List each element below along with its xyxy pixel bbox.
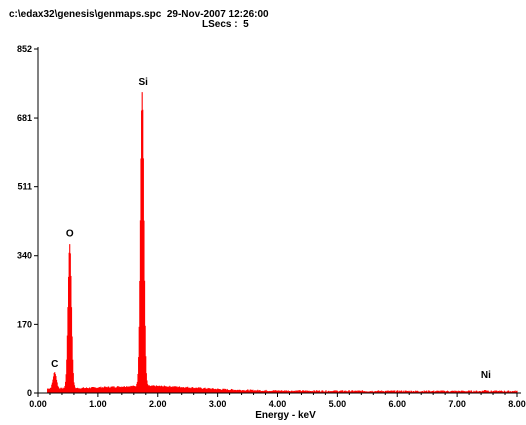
y-tick-label: 681 xyxy=(17,113,32,123)
y-tick-label: 340 xyxy=(17,251,32,261)
x-tick-label: 1.00 xyxy=(89,399,107,409)
y-axis-ticks: 0 170 340 511 681 852 xyxy=(17,44,38,398)
spectrum-header: c:\edax32\genesis\genmaps.spc 29-Nov-200… xyxy=(0,0,526,40)
peak-label-c: C xyxy=(51,359,58,370)
peak-label-ni: Ni xyxy=(481,370,491,381)
x-tick-label: 0.00 xyxy=(29,399,47,409)
peak-label-o: O xyxy=(66,228,74,239)
x-tick-label: 8.00 xyxy=(508,399,526,409)
peak-labels: C O Si Ni xyxy=(51,77,491,381)
x-tick-label: 4.00 xyxy=(269,399,287,409)
x-tick-label: 5.00 xyxy=(329,399,347,409)
peak-label-si: Si xyxy=(138,77,148,88)
live-seconds: LSecs : 5 xyxy=(202,19,249,30)
x-tick-label: 2.00 xyxy=(149,399,167,409)
y-tick-label: 170 xyxy=(17,319,32,329)
x-tick-label: 3.00 xyxy=(209,399,227,409)
y-tick-label: 511 xyxy=(17,182,32,192)
x-axis-ticks: 0.00 1.00 2.00 3.00 4.00 5.00 6.00 7.00 8.00 xyxy=(29,393,526,409)
y-tick-label: 0 xyxy=(27,388,32,398)
chart-axes xyxy=(37,47,521,394)
y-tick-label: 852 xyxy=(17,44,32,54)
x-axis-title: Energy - keV xyxy=(255,410,316,421)
file-info: c:\edax32\genesis\genmaps.spc 29-Nov-200… xyxy=(9,9,269,20)
x-tick-label: 6.00 xyxy=(388,399,406,409)
spectrum-bars xyxy=(47,92,518,393)
x-tick-label: 7.00 xyxy=(448,399,466,409)
